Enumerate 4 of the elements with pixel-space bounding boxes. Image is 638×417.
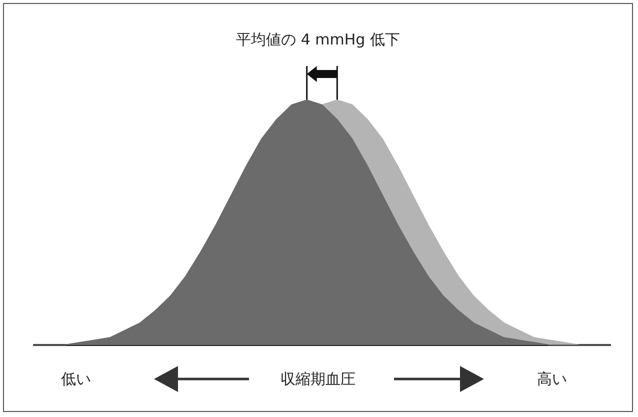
text: 高い xyxy=(537,370,567,388)
x-axis-title: 収縮期血圧 xyxy=(280,370,356,388)
text: 低い xyxy=(61,370,91,388)
text: 平均値の 4 mmHg 低下 xyxy=(236,30,400,48)
